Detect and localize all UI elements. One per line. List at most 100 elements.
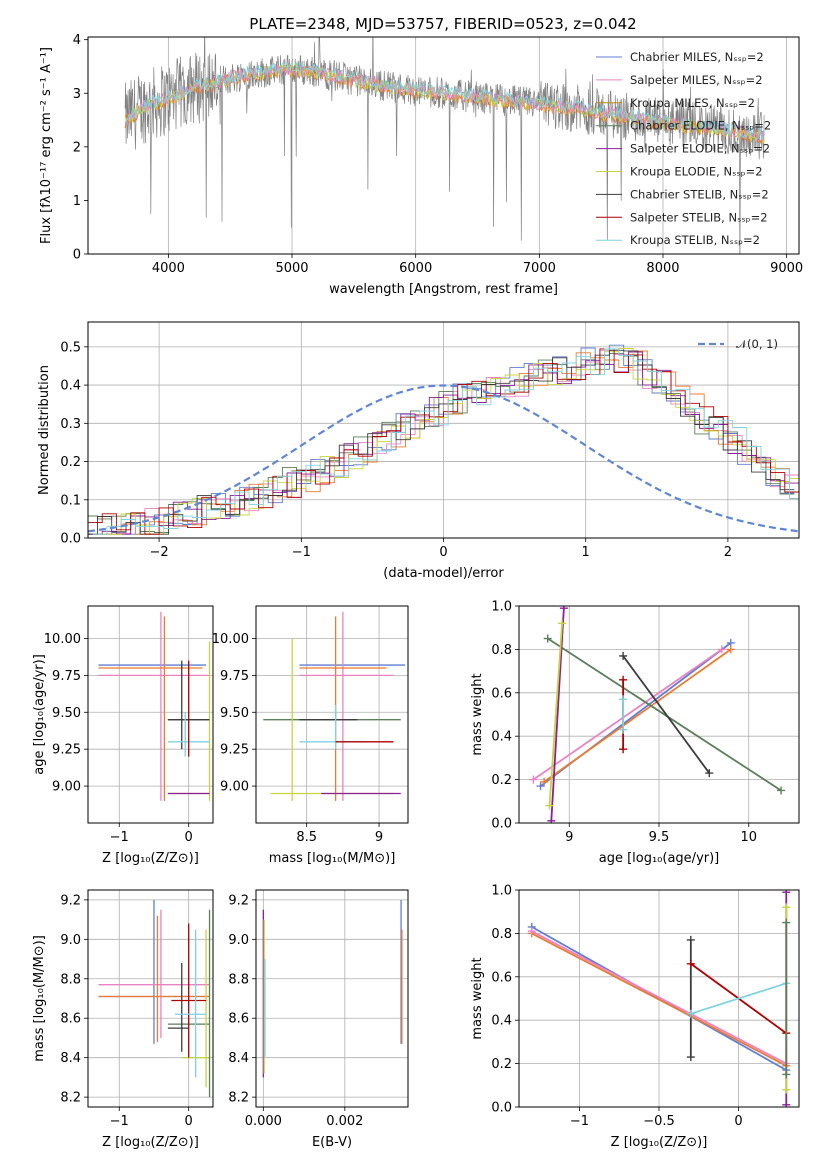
mass_vs_Z-ytick-label: 8.4 [60, 1051, 81, 1066]
mass_vs_ebv-xlabel: E(B-V) [312, 1135, 352, 1150]
residuals-ytick-label: 0.2 [60, 455, 81, 470]
weight_vs_age-ytick-label: 1.0 [491, 600, 512, 615]
mass_vs_ebv-ytick-label: 8.6 [228, 1012, 249, 1027]
residuals-ytick-label: 0.4 [60, 379, 81, 394]
legend-label: 𝒩(0, 1) [736, 337, 778, 351]
spectrum-xtick-label: 7000 [523, 261, 556, 276]
age_vs_mass-axes: 8.5 9 9.00 9.25 9.50 9.75 10.00 mass [log₁₀(M/M… [212, 606, 408, 866]
age_vs_Z-ytick-label: 9.50 [52, 706, 81, 721]
weight_vs_Z-xtick-label: −0.5 [643, 1114, 675, 1129]
gaussian-curve [88, 384, 799, 533]
weight_vs_Z-series-line [531, 930, 787, 1065]
weight_vs_age-point-marker [717, 645, 726, 654]
weight_vs_age-ytick-label: 0.0 [491, 817, 512, 832]
spectrum-ytick-label: 2 [73, 140, 81, 155]
age_vs_mass-ytick-label: 9.75 [220, 669, 249, 684]
spectrum-xlabel: wavelength [Angstrom, rest frame] [329, 282, 558, 297]
weight_vs_age-point-marker [619, 745, 628, 754]
weight_vs_age-point-marker [536, 782, 545, 791]
residuals-ytick-label: 0.1 [60, 493, 81, 508]
residuals-xlabel: (data-model)/error [383, 566, 504, 581]
weight_vs_age-point-marker [547, 816, 556, 823]
age_vs_Z-axes: −1 0 9.00 9.25 9.50 9.75 10.00 Z [log₁₀(Z/Z⊙)] a… [32, 606, 213, 866]
spectrum-xtick-label: 9000 [770, 261, 803, 276]
weight_vs_age-point-marker [726, 645, 735, 654]
age_vs_mass-ytick-label: 9.25 [220, 743, 249, 758]
mass_vs_Z-axes: −1 0 8.2 8.4 8.6 8.8 9.0 9.2 Z [log₁₀(Z/Z⊙)] mass… [32, 890, 213, 1150]
mass_vs_ebv-ytick-label: 9.0 [228, 933, 249, 948]
weight_vs_age-point-marker [559, 606, 568, 613]
weight_vs_Z-ylabel: mass weight [470, 957, 485, 1039]
spectrum-ytick-label: 3 [73, 87, 81, 102]
weight_vs_age-series-line [547, 637, 782, 792]
weight_vs_Z-series-line [690, 982, 787, 1015]
weight_vs_age-ytick-label: 0.6 [491, 686, 512, 701]
legend-label: Salpeter STELIB, Nₛₛₚ=2 [630, 210, 768, 224]
weight_vs_Z-ytick-label: 0.2 [491, 1057, 512, 1072]
weight_vs_Z-point-marker [686, 935, 695, 944]
weight_vs_Z-point-marker [782, 890, 791, 897]
spectrum-ytick-label: 1 [73, 194, 81, 209]
mass_vs_Z-xtick-label: −1 [110, 1114, 129, 1129]
mass_vs_Z-frame [87, 889, 214, 1108]
weight_vs_age-point-marker [619, 695, 628, 704]
residual-hist-chabrier_elodie [88, 353, 795, 533]
spectrum-model-line [124, 60, 765, 141]
legend-label: Chabrier MILES, Nₛₛₚ=2 [630, 50, 764, 64]
weight_vs_age-xlabel: age [log₁₀(age/yr)] [599, 851, 720, 866]
weight_vs_Z-point-marker [782, 903, 791, 912]
age_vs_mass-ytick-label: 10.00 [212, 632, 249, 647]
weight_vs_Z-ytick-label: 0.0 [491, 1101, 512, 1116]
residuals-xtick-label: −1 [292, 545, 311, 560]
mass_vs_Z-ytick-label: 9.2 [60, 893, 81, 908]
age_vs_mass-frame [255, 605, 409, 824]
spectrum-xtick-label: 6000 [399, 261, 432, 276]
weight_vs_Z-point-marker [782, 918, 791, 927]
legend-label: Chabrier STELIB, Nₛₛₚ=2 [630, 187, 769, 201]
spectrum-ytick-label: 4 [73, 33, 81, 48]
legend-label: Salpeter MILES, Nₛₛₚ=2 [630, 73, 763, 87]
weight_vs_age-point-marker [540, 777, 549, 786]
mass_vs_Z-xtick-label: 0 [185, 1114, 193, 1129]
weight_vs_Z-series-line [531, 926, 787, 1071]
residuals-xtick-label: 0 [439, 545, 447, 560]
spectrum-lines [124, 37, 765, 254]
mass_vs_Z-points [98, 899, 211, 1098]
legend-label: Kroupa ELODIE, Nₛₛₚ=2 [630, 165, 763, 179]
weight_vs_Z-point-marker [686, 959, 695, 968]
weight_vs_age-series-line [532, 648, 723, 781]
age_vs_Z-ytick-label: 9.00 [52, 780, 81, 795]
mass_vs_ebv-xtick-label: 0.002 [326, 1114, 363, 1129]
weight_vs_Z-xtick-label: −1 [570, 1114, 589, 1129]
mass_vs_ebv-points [262, 899, 403, 1078]
mass_vs_Z-xlabel: Z [log₁₀(Z/Z⊙)] [102, 1135, 199, 1150]
mass_vs_ebv-xtick-label: 0.000 [245, 1114, 282, 1129]
weight_vs_Z-series-line [531, 932, 787, 1067]
age_vs_Z-ytick-label: 10.00 [44, 632, 81, 647]
legend-label: Kroupa STELIB, Nₛₛₚ=2 [630, 233, 760, 247]
residual-histograms [88, 344, 799, 535]
weight_vs_age-point-marker [705, 769, 714, 778]
weight_vs_Z-ytick-label: 0.4 [491, 1014, 512, 1029]
spectrum-xtick-label: 8000 [646, 261, 679, 276]
age_vs_mass-ytick-label: 9.50 [220, 706, 249, 721]
mass_vs_Z-ytick-label: 8.6 [60, 1012, 81, 1027]
mass_vs_ebv-ytick-label: 8.2 [228, 1091, 249, 1106]
weight_vs_age-point-marker [619, 725, 628, 734]
weight_vs_age-ytick-label: 0.8 [491, 643, 512, 658]
residual-hist-salpeter_stelib [88, 348, 799, 535]
mass_vs_Z-ylabel: mass [log₁₀(M/M⊙)] [32, 935, 47, 1062]
legend-label: Kroupa MILES, Nₛₛₚ=2 [630, 96, 755, 110]
weight_vs_Z-point-marker [782, 1070, 791, 1079]
weight_vs_age-xtick-label: 10 [740, 830, 757, 845]
spectrum-xtick-label: 5000 [275, 261, 308, 276]
mass_vs_ebv-ytick-label: 8.4 [228, 1051, 249, 1066]
age_vs_Z-ytick-label: 9.75 [52, 669, 81, 684]
weight_vs_age-frame [518, 605, 800, 824]
weight_vs_age-xtick-label: 9.5 [649, 830, 670, 845]
weight_vs_Z-ytick-label: 0.6 [491, 970, 512, 985]
spectrum-axes: 4000 5000 6000 7000 8000 9000 0 1 2 3 4 wavelength … [39, 33, 803, 297]
spectrum-frame [87, 36, 800, 255]
spectrum-title: PLATE=2348, MJD=53757, FIBERID=0523, z=0… [249, 15, 636, 33]
